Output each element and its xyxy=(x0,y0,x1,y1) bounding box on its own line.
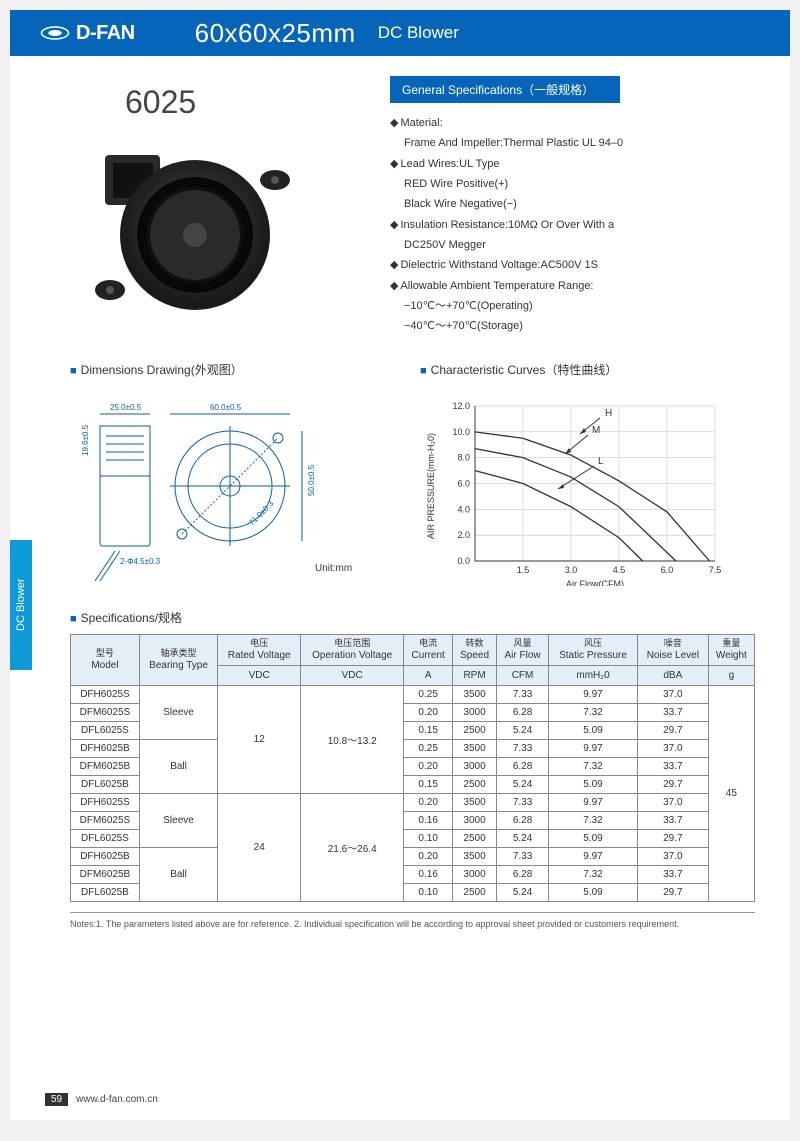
svg-text:H: H xyxy=(605,408,612,419)
svg-text:71.0±0.3: 71.0±0.3 xyxy=(247,498,276,527)
brand-logo: D-FAN xyxy=(40,22,135,45)
page-number: 59 xyxy=(45,1093,68,1106)
svg-text:1.5: 1.5 xyxy=(517,565,530,575)
svg-text:Unit:mm: Unit:mm xyxy=(315,563,352,574)
svg-text:7.5: 7.5 xyxy=(709,565,722,575)
dimensions-title: ■Dimensions Drawing(外观图） xyxy=(70,361,400,378)
svg-text:AIR PRESSURE(mm-H₂0): AIR PRESSURE(mm-H₂0) xyxy=(426,433,436,539)
svg-text:19.6±0.5: 19.6±0.5 xyxy=(81,424,90,456)
general-specs-title: General Specifications（一般规格） xyxy=(390,76,620,103)
svg-text:60.0±0.5: 60.0±0.5 xyxy=(210,403,242,412)
svg-text:8.0: 8.0 xyxy=(457,452,470,462)
svg-text:M: M xyxy=(592,425,600,436)
model-number: 6025 xyxy=(125,84,360,121)
header-bar: D-FAN 60x60x25mm DC Blower xyxy=(10,10,790,56)
svg-text:2.0: 2.0 xyxy=(457,530,470,540)
svg-text:4.5: 4.5 xyxy=(613,565,626,575)
dimensions-drawing: 25.0±0.5 60.0±0.5 19.6±0.5 50.0±0.5 2-Φ4.5±0… xyxy=(70,386,400,586)
svg-text:L: L xyxy=(598,456,604,467)
characteristic-chart: AIR PRESSURE(mm-H₂0) 0.0 2.0 4.0 6.0 8.0 10.0 1… xyxy=(420,386,740,586)
footer-url: www.d-fan.com.cn xyxy=(76,1094,158,1105)
side-tab: DC Blower xyxy=(10,540,32,670)
svg-text:6.0: 6.0 xyxy=(661,565,674,575)
svg-text:0.0: 0.0 xyxy=(457,556,470,566)
svg-text:4.0: 4.0 xyxy=(457,504,470,514)
logo-mark-icon xyxy=(40,25,70,41)
svg-text:10.0: 10.0 xyxy=(452,427,470,437)
product-photo xyxy=(70,135,320,335)
svg-text:2-Φ4.5±0.3: 2-Φ4.5±0.3 xyxy=(120,557,161,566)
specs-title: ■Specifications/规格 xyxy=(70,609,755,626)
notes-text: Notes:1. The parameters listed above are… xyxy=(70,912,755,929)
svg-text:Air Flow(CFM): Air Flow(CFM) xyxy=(566,579,624,586)
header-dimensions: 60x60x25mm xyxy=(195,18,356,49)
curves-title: ■Characteristic Curves（特性曲线） xyxy=(420,361,755,378)
svg-text:3.0: 3.0 xyxy=(565,565,578,575)
svg-text:25.0±0.5: 25.0±0.5 xyxy=(110,403,142,412)
brand-name: D-FAN xyxy=(76,22,135,45)
general-specs-list: ◆Material:Frame And Impeller:Thermal Pla… xyxy=(390,113,755,337)
header-category: DC Blower xyxy=(378,23,459,43)
page-footer: 59 www.d-fan.com.cn xyxy=(45,1093,158,1106)
svg-text:12.0: 12.0 xyxy=(452,401,470,411)
svg-text:50.0±0.5: 50.0±0.5 xyxy=(307,464,316,496)
svg-text:6.0: 6.0 xyxy=(457,478,470,488)
specifications-table: 型号Model轴承类型Bearing Type电压Rated Voltage电压… xyxy=(70,634,755,903)
datasheet-page: D-FAN 60x60x25mm DC Blower DC Blower 602… xyxy=(10,10,790,1120)
